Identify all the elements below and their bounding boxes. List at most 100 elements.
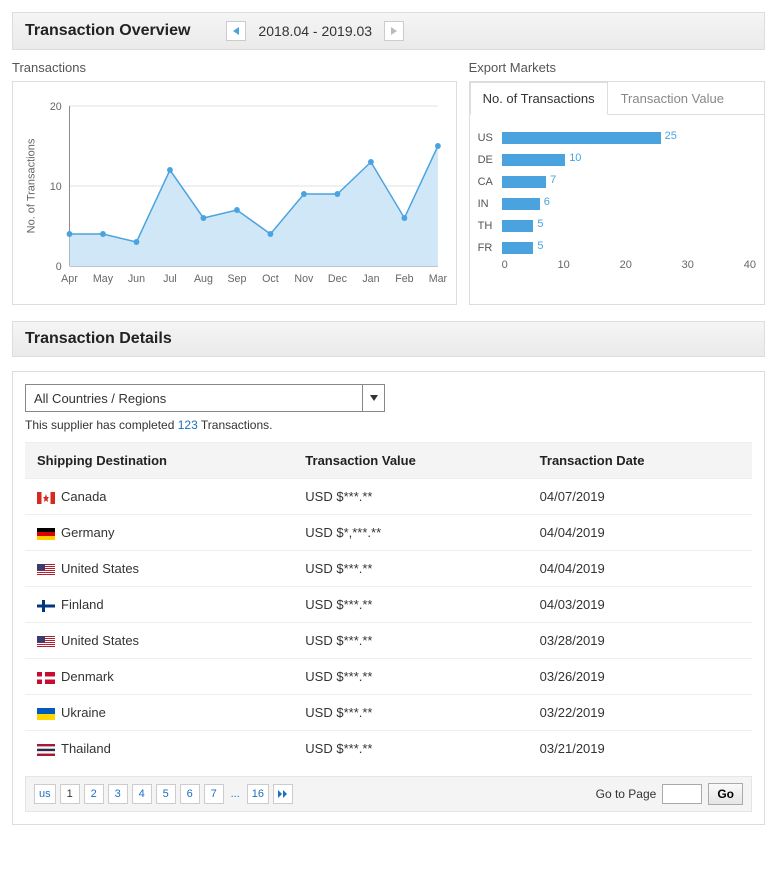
- page-6[interactable]: 6: [180, 784, 200, 804]
- pager-next[interactable]: [273, 784, 293, 804]
- col-2: Transaction Date: [528, 443, 752, 479]
- pager-first[interactable]: us: [34, 784, 56, 804]
- cell-destination: Ukraine: [25, 695, 293, 731]
- col-0: Shipping Destination: [25, 443, 293, 479]
- export-markets-panel: No. of Transactions Transaction Value US…: [469, 81, 765, 305]
- tab-transactions[interactable]: No. of Transactions: [470, 82, 608, 115]
- svg-text:Jun: Jun: [128, 273, 145, 285]
- cell-destination: Thailand: [25, 731, 293, 767]
- hbar-row: TH 5: [478, 215, 756, 237]
- cell-destination: Germany: [25, 515, 293, 551]
- cell-destination: Canada: [25, 479, 293, 515]
- hbar-row: FR 5: [478, 237, 756, 259]
- table-row: United States USD $***.** 03/28/2019: [25, 623, 752, 659]
- table-row: Thailand USD $***.** 03/21/2019: [25, 731, 752, 767]
- cell-destination: Denmark: [25, 659, 293, 695]
- page-7[interactable]: 7: [204, 784, 224, 804]
- hbar-label: US: [478, 132, 502, 144]
- supplier-count: 123: [178, 418, 198, 432]
- svg-text:Nov: Nov: [294, 273, 314, 285]
- details-title: Transaction Details: [25, 330, 172, 348]
- svg-text:Aug: Aug: [194, 273, 213, 285]
- hbar-row: CA 7: [478, 171, 756, 193]
- cell-date: 03/21/2019: [528, 731, 752, 767]
- svg-text:Dec: Dec: [328, 273, 348, 285]
- hbar-label: DE: [478, 154, 502, 166]
- table-row: United States USD $***.** 04/04/2019: [25, 551, 752, 587]
- table-row: Finland USD $***.** 04/03/2019: [25, 587, 752, 623]
- goto-label: Go to Page: [596, 787, 657, 801]
- cell-value: USD $***.**: [293, 695, 527, 731]
- hbar-label: IN: [478, 198, 502, 210]
- supplier-suffix: Transactions.: [198, 418, 273, 432]
- export-markets-title: Export Markets: [469, 60, 765, 75]
- date-prev-button[interactable]: [226, 21, 246, 41]
- dropdown-selected: All Countries / Regions: [26, 391, 362, 406]
- table-row: Ukraine USD $***.** 03/22/2019: [25, 695, 752, 731]
- table-row: Denmark USD $***.** 03/26/2019: [25, 659, 752, 695]
- svg-text:Jul: Jul: [163, 273, 177, 285]
- page-2[interactable]: 2: [84, 784, 104, 804]
- cell-date: 04/03/2019: [528, 587, 752, 623]
- pager-ellipsis: ...: [228, 788, 243, 800]
- cell-value: USD $***.**: [293, 623, 527, 659]
- chevron-right-icon: [391, 27, 397, 35]
- svg-text:Sep: Sep: [227, 273, 246, 285]
- cell-destination: Finland: [25, 587, 293, 623]
- hbar-row: DE 10: [478, 149, 756, 171]
- transactions-table: Shipping DestinationTransaction ValueTra…: [25, 442, 752, 766]
- svg-text:Mar: Mar: [429, 273, 448, 285]
- hbar-label: CA: [478, 176, 502, 188]
- svg-text:Jan: Jan: [362, 273, 379, 285]
- country-dropdown[interactable]: All Countries / Regions: [25, 384, 385, 412]
- cell-value: USD $***.**: [293, 731, 527, 767]
- svg-text:No. of Transactions: No. of Transactions: [26, 138, 38, 233]
- cell-date: 04/04/2019: [528, 551, 752, 587]
- go-button[interactable]: Go: [708, 783, 743, 805]
- supplier-prefix: This supplier has completed: [25, 418, 178, 432]
- hbar-label: TH: [478, 220, 502, 232]
- pager-bar: us1234567... 16 Go to Page Go: [25, 776, 752, 812]
- cell-date: 04/07/2019: [528, 479, 752, 515]
- svg-text:20: 20: [50, 101, 62, 113]
- hbar-label: FR: [478, 242, 502, 254]
- table-row: Canada USD $***.** 04/07/2019: [25, 479, 752, 515]
- date-next-button[interactable]: [384, 21, 404, 41]
- date-range-text: 2018.04 - 2019.03: [252, 23, 378, 39]
- cell-date: 03/26/2019: [528, 659, 752, 695]
- tab-value[interactable]: Transaction Value: [608, 82, 737, 114]
- page-4[interactable]: 4: [132, 784, 152, 804]
- cell-destination: United States: [25, 551, 293, 587]
- overview-title: Transaction Overview: [25, 22, 190, 40]
- hbar-row: US 25: [478, 127, 756, 149]
- svg-text:Apr: Apr: [61, 273, 78, 285]
- svg-text:Oct: Oct: [262, 273, 279, 285]
- page-1[interactable]: 1: [60, 784, 80, 804]
- cell-value: USD $***.**: [293, 659, 527, 695]
- cell-destination: United States: [25, 623, 293, 659]
- table-row: Germany USD $*,***.** 04/04/2019: [25, 515, 752, 551]
- svg-text:0: 0: [56, 261, 62, 273]
- cell-date: 03/22/2019: [528, 695, 752, 731]
- col-1: Transaction Value: [293, 443, 527, 479]
- chevron-left-icon: [233, 27, 239, 35]
- cell-value: USD $***.**: [293, 587, 527, 623]
- page-3[interactable]: 3: [108, 784, 128, 804]
- transactions-chart: 0 10 20 Apr May Jun Jul Aug Sep Oct Nov Dec Jan Feb Ma…: [12, 81, 457, 305]
- overview-header: Transaction Overview 2018.04 - 2019.03: [12, 12, 765, 50]
- cell-value: USD $*,***.**: [293, 515, 527, 551]
- svg-text:Feb: Feb: [395, 273, 413, 285]
- chevron-down-icon: [362, 385, 384, 411]
- cell-value: USD $***.**: [293, 551, 527, 587]
- svg-text:10: 10: [50, 181, 62, 193]
- cell-date: 04/04/2019: [528, 515, 752, 551]
- transactions-chart-title: Transactions: [12, 60, 457, 75]
- details-header: Transaction Details: [12, 321, 765, 357]
- page-last[interactable]: 16: [247, 784, 269, 804]
- goto-page-input[interactable]: [662, 784, 702, 804]
- page-5[interactable]: 5: [156, 784, 176, 804]
- svg-text:May: May: [93, 273, 114, 285]
- details-box: All Countries / Regions This supplier ha…: [12, 371, 765, 825]
- hbar-row: IN 6: [478, 193, 756, 215]
- cell-date: 03/28/2019: [528, 623, 752, 659]
